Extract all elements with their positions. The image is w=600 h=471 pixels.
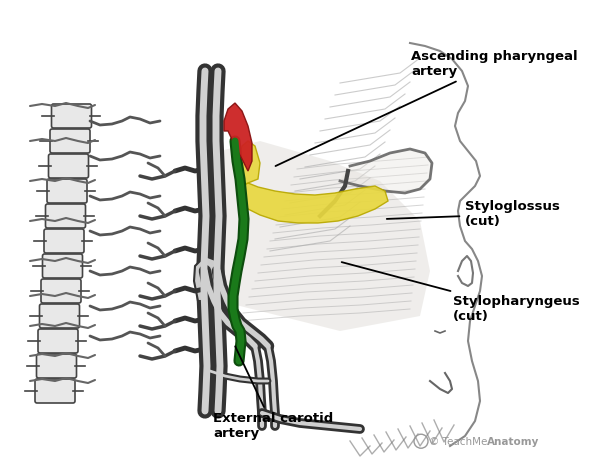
FancyBboxPatch shape <box>43 254 83 278</box>
Polygon shape <box>238 183 388 223</box>
FancyBboxPatch shape <box>47 179 87 203</box>
FancyBboxPatch shape <box>44 229 84 253</box>
Text: Anatomy: Anatomy <box>487 437 539 447</box>
FancyBboxPatch shape <box>35 379 75 403</box>
Polygon shape <box>224 103 252 171</box>
Text: Stylopharyngeus
(cut): Stylopharyngeus (cut) <box>341 262 580 323</box>
Text: © TeachMe: © TeachMe <box>429 437 487 447</box>
Polygon shape <box>210 141 430 331</box>
Text: Styloglossus
(cut): Styloglossus (cut) <box>387 200 560 228</box>
Text: Ascending pharyngeal
artery: Ascending pharyngeal artery <box>275 49 578 166</box>
Polygon shape <box>238 141 260 186</box>
Text: External carotid
artery: External carotid artery <box>213 346 333 440</box>
FancyBboxPatch shape <box>38 329 78 353</box>
Polygon shape <box>194 256 218 301</box>
FancyBboxPatch shape <box>52 104 91 128</box>
FancyBboxPatch shape <box>49 154 89 178</box>
Polygon shape <box>340 149 432 193</box>
FancyBboxPatch shape <box>40 304 79 328</box>
FancyBboxPatch shape <box>46 204 86 228</box>
FancyBboxPatch shape <box>50 129 90 153</box>
FancyBboxPatch shape <box>37 354 77 378</box>
FancyBboxPatch shape <box>41 279 81 303</box>
